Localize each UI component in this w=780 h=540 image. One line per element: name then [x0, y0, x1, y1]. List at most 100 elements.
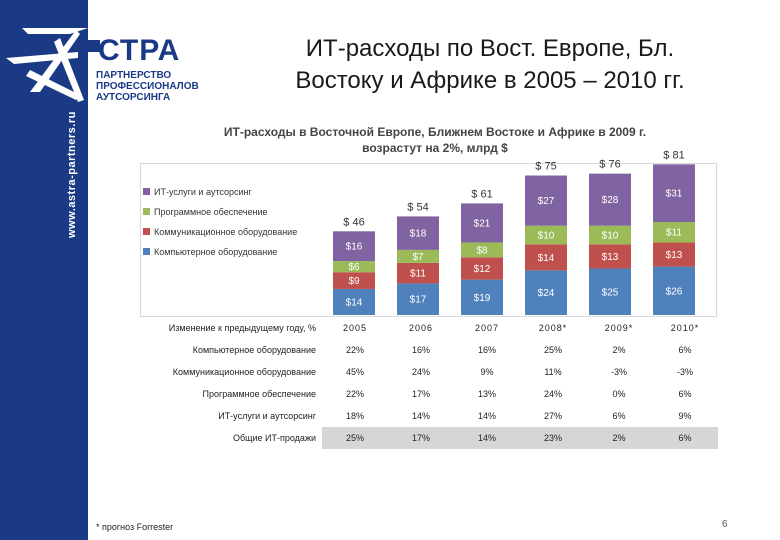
bar-value-label: $17	[410, 295, 427, 306]
table-cell: 14%	[411, 411, 430, 421]
table-cell: 27%	[543, 411, 562, 421]
bar-segment	[461, 257, 503, 280]
bar-segment	[397, 216, 439, 250]
bar-segment	[397, 249, 439, 263]
bar-value-label: $16	[346, 242, 363, 253]
bar-segment	[397, 262, 439, 284]
bar-segment	[653, 242, 695, 267]
bar-segment	[333, 288, 375, 315]
table-cell: 13%	[477, 389, 496, 399]
chart-legend: ИТ-услуги и аутсорсинг Программное обесп…	[143, 187, 297, 267]
table-col-header: 2005	[342, 323, 368, 333]
bar-segment	[461, 279, 503, 315]
table-row: Компьютерное оборудование 22% 16% 16% 25…	[140, 339, 718, 361]
bar-value-label: $10	[538, 231, 555, 242]
legend-item-hardware: Компьютерное оборудование	[143, 247, 297, 267]
page-number: 6	[722, 519, 728, 530]
bar-value-label: $11	[410, 269, 426, 280]
table-row-label: ИТ-услуги и аутсорсинг	[218, 411, 316, 421]
table-cell: 22%	[345, 345, 364, 355]
bar-segment	[461, 242, 503, 258]
table-cell: 6%	[678, 345, 692, 355]
bar-value-label: $28	[602, 195, 619, 206]
table-cell: 2%	[586, 427, 652, 449]
logo-sub-line-2: ПРОФЕССИОНАЛОВ	[96, 81, 199, 92]
page-title: ИТ-расходы по Вост. Европе, Бл. Востоку …	[235, 33, 745, 97]
chart-title: ИТ-расходы в Восточной Европе, Ближнем В…	[210, 124, 660, 156]
bar-value-label: $8	[476, 245, 488, 256]
table-cell: 22%	[345, 389, 364, 399]
bar-value-label: $31	[666, 189, 683, 200]
logo-sub-line-1: ПАРТНЕРСТВО	[96, 70, 172, 81]
bar-segment	[397, 283, 439, 315]
star-logo-icon	[6, 28, 100, 102]
table-header-label: Изменение к предыдущему году, %	[168, 323, 316, 333]
bar-value-label: $7	[412, 252, 424, 263]
logo-sub-line-3: АУТСОРСИНГА	[96, 92, 171, 103]
table-cell: 24%	[543, 389, 562, 399]
table-cell: -3%	[610, 367, 627, 377]
table-cell: 9%	[480, 367, 494, 377]
bar-segment	[589, 268, 631, 315]
bar-total-label: $ 46	[343, 216, 364, 228]
table-row-label: Общие ИТ-продажи	[232, 433, 316, 443]
bar-segment	[461, 203, 503, 243]
page-title-line-2: Востоку и Африке в 2005 – 2010 гг.	[295, 67, 685, 94]
table-cell: 25%	[543, 345, 562, 355]
legend-swatch	[143, 228, 150, 235]
table-cell: 14%	[454, 427, 520, 449]
change-table: Изменение к предыдущему году, % 2005 200…	[140, 317, 718, 449]
bar-value-label: $9	[348, 276, 360, 287]
chart-title-line-2: возрастут на 2%, млрд $	[362, 141, 508, 155]
bar-value-label: $13	[666, 250, 683, 261]
bar-segment	[333, 261, 375, 273]
bar-total-label: $ 54	[407, 201, 428, 213]
table-cell: 2%	[612, 345, 626, 355]
bar-value-label: $10	[602, 231, 619, 242]
bar-total-label: $ 76	[599, 159, 620, 171]
table-row-label: Программное обеспечение	[202, 389, 316, 399]
bar-value-label: $21	[474, 218, 491, 229]
table-cell: 17%	[388, 427, 454, 449]
legend-label: ИТ-услуги и аутсорсинг	[154, 187, 252, 197]
bar-value-label: $14	[538, 253, 555, 264]
bar-segment	[653, 164, 695, 222]
table-cell: 9%	[678, 411, 692, 421]
legend-swatch	[143, 248, 150, 255]
bar-segment	[525, 270, 567, 315]
table-col-header: 2007	[474, 323, 500, 333]
table-row-label: Коммуникационное оборудование	[172, 367, 316, 377]
bar-segment	[653, 222, 695, 243]
table-header-row: Изменение к предыдущему году, % 2005 200…	[140, 317, 718, 339]
logo-name: СТРА	[98, 34, 181, 67]
bar-value-label: $18	[410, 229, 427, 240]
bar-segment	[589, 225, 631, 245]
table-row: ИТ-услуги и аутсорсинг 18% 14% 14% 27% 6…	[140, 405, 718, 427]
bar-total-label: $ 81	[663, 149, 684, 161]
bar-value-label: $19	[474, 293, 491, 304]
legend-item-communication: Коммуникационное оборудование	[143, 227, 297, 247]
bar-value-label: $14	[346, 297, 363, 308]
legend-label: Коммуникационное оборудование	[154, 227, 298, 237]
legend-item-software: Программное обеспечение	[143, 207, 297, 227]
table-cell: 6%	[652, 427, 718, 449]
table-row-label: Компьютерное оборудование	[192, 345, 316, 355]
bar-value-label: $26	[666, 286, 683, 297]
bar-value-label: $25	[602, 287, 619, 298]
bar-segment	[589, 173, 631, 226]
bar-value-label: $6	[348, 262, 360, 273]
table-cell: 23%	[520, 427, 586, 449]
table-cell: 18%	[345, 411, 364, 421]
bar-value-label: $13	[602, 252, 619, 263]
legend-swatch	[143, 188, 150, 195]
table-row: Программное обеспечение 22% 17% 13% 24% …	[140, 383, 718, 405]
table-cell: 45%	[345, 367, 364, 377]
chart-title-line-1: ИТ-расходы в Восточной Европе, Ближнем В…	[223, 125, 647, 139]
table-cell: 14%	[477, 411, 496, 421]
bar-segment	[333, 231, 375, 262]
table-row: Коммуникационное оборудование 45% 24% 9%…	[140, 361, 718, 383]
bar-value-label: $27	[538, 196, 555, 207]
table-cell: 6%	[678, 389, 692, 399]
table-col-header: 2006	[408, 323, 434, 333]
table-cell: 25%	[322, 427, 388, 449]
